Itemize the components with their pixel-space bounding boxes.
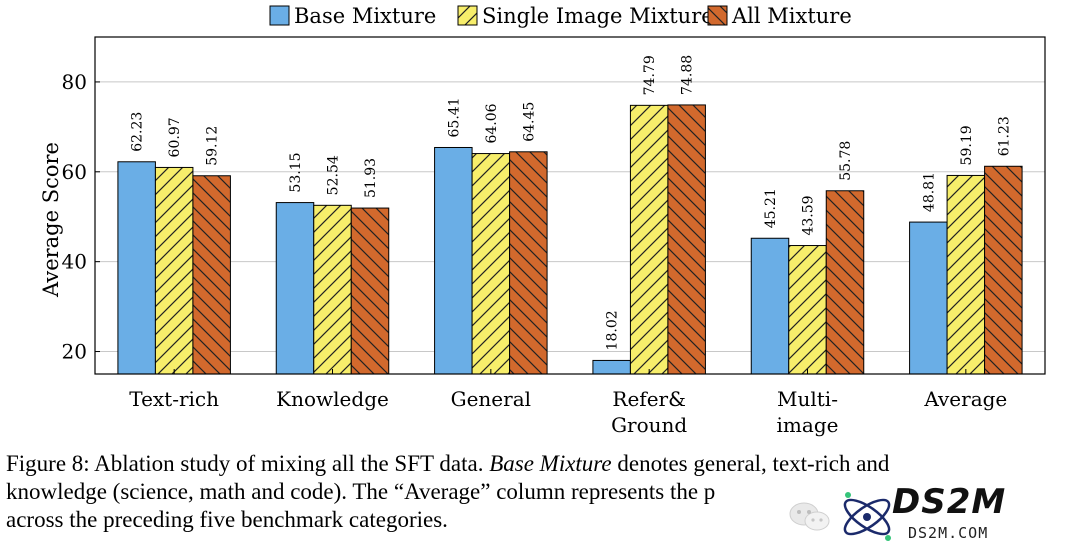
atom-logo-icon	[843, 492, 891, 541]
y-tick-label: 20	[62, 340, 87, 364]
bar	[192, 175, 231, 375]
data-label: 55.78	[838, 141, 854, 181]
caption-line-2: knowledge (science, math and code). The …	[6, 479, 716, 504]
legend: Base Mixture Single Image Mixture All Mixt…	[269, 4, 852, 28]
data-label: 59.12	[205, 126, 221, 166]
data-label: 45.21	[763, 188, 779, 228]
plot-frame	[94, 36, 1046, 375]
bar	[629, 104, 669, 375]
data-label: 53.15	[288, 152, 304, 192]
bar	[313, 204, 352, 375]
legend-label: Base Mixture	[294, 4, 436, 28]
caption-line-1-prefix: Figure 8: Ablation study of mixing all t…	[6, 451, 490, 476]
caption-line-3: across the preceding five benchmark cate…	[6, 507, 448, 532]
gridlines	[95, 81, 1045, 353]
bar	[350, 207, 390, 375]
data-label: 64.06	[484, 103, 500, 143]
watermark-brand: DS2M	[892, 482, 1007, 522]
legend-swatch	[707, 5, 728, 26]
bar	[984, 165, 1023, 375]
data-label: 52.54	[326, 155, 342, 195]
data-label: 65.41	[446, 97, 462, 137]
wechat-icon	[789, 502, 830, 531]
bar	[509, 151, 548, 375]
x-axis-labels: Text-rich Knowledge General Refer&Ground Mul…	[129, 369, 1007, 437]
x-tick-label: General	[451, 387, 531, 411]
bar	[667, 104, 706, 375]
bar	[909, 221, 948, 375]
y-axis-ticks: 20 40 60 80	[62, 70, 100, 364]
x-tick-label: Average	[923, 387, 1007, 411]
bar	[788, 245, 827, 375]
data-label: 18.02	[605, 310, 621, 350]
x-tick-label: Ground	[611, 413, 687, 437]
y-axis-label: Average Score	[39, 142, 63, 298]
bar-chart: Base Mixture Single Image Mixture All Mixt…	[39, 4, 1046, 437]
bar	[117, 161, 156, 375]
y-tick-label: 40	[62, 250, 87, 274]
y-tick-label: 60	[62, 160, 87, 184]
data-label: 74.88	[680, 55, 696, 95]
data-label: 51.93	[363, 158, 379, 198]
bar	[471, 153, 511, 375]
bar	[825, 190, 865, 375]
data-label: 48.81	[921, 172, 937, 212]
legend-label: All Mixture	[731, 4, 852, 28]
bar	[154, 166, 194, 375]
bar	[275, 202, 315, 375]
legend-swatch	[457, 5, 478, 26]
data-label: 62.23	[130, 112, 146, 152]
bar	[946, 174, 986, 375]
legend-swatch	[269, 5, 290, 26]
legend-label: Single Image Mixture	[482, 4, 714, 28]
data-label: 74.79	[642, 55, 658, 95]
caption-line-1: Figure 8: Ablation study of mixing all t…	[6, 450, 1076, 478]
x-tick-label: Text-rich	[129, 387, 219, 411]
bar	[592, 359, 631, 375]
x-tick-label: Multi-	[777, 387, 838, 411]
bars	[117, 104, 1023, 375]
y-tick-label: 80	[62, 70, 87, 94]
caption-line-1-suffix: denotes general, text-rich and	[611, 451, 890, 476]
watermark: DS2M DS2M.COM	[780, 482, 1060, 548]
bar	[434, 146, 473, 375]
x-tick-label: Knowledge	[276, 387, 389, 411]
value-labels: 62.23 60.97 59.12 53.15 52.54 51.93 65.41 64.06…	[130, 55, 1013, 351]
data-label: 43.59	[801, 195, 817, 235]
watermark-url: DS2M.COM	[908, 524, 989, 542]
x-tick-label: image	[777, 413, 839, 437]
caption-line-1-italic: Base Mixture	[489, 451, 612, 476]
data-label: 60.97	[167, 117, 183, 157]
bar	[750, 237, 790, 375]
data-label: 61.23	[996, 116, 1012, 156]
data-label: 59.19	[959, 125, 975, 165]
data-label: 64.45	[521, 102, 537, 142]
x-tick-label: Refer&	[612, 387, 686, 411]
figure-caption: Figure 8: Ablation study of mixing all t…	[6, 450, 1076, 534]
